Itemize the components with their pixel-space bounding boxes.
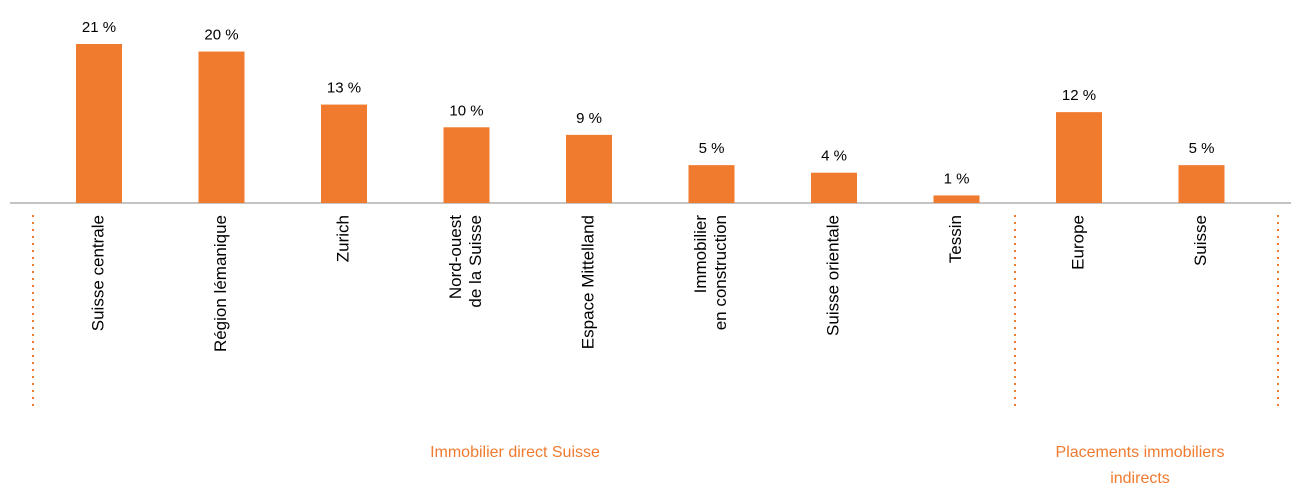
category-label: Europe [1068,215,1087,270]
value-label: 12 % [1062,87,1096,104]
category-label: Espace Mittelland [578,215,597,349]
group-label: Placements immobiliers [1056,444,1225,461]
value-label: 5 % [699,140,725,157]
bar [321,104,367,203]
bar [566,134,612,203]
bar [76,44,122,203]
group-label: indirects [1110,470,1170,487]
category-label: de la Suisse [466,215,485,308]
bar [443,127,490,203]
category-label: Tessin [946,215,965,263]
value-label: 10 % [449,102,483,119]
value-label: 1 % [944,170,970,187]
category-label: Suisse orientale [823,215,842,336]
value-label: 21 % [82,19,116,36]
bar [933,195,980,203]
category-label: Immobilier [691,215,710,294]
bar [811,172,857,203]
category-label: Suisse [1191,215,1210,266]
bar [688,165,735,203]
category-label: Région lémanique [211,215,230,352]
value-label: 20 % [204,27,238,44]
value-label: 9 % [576,110,602,127]
bar [1056,112,1102,203]
value-label: 5 % [1189,140,1215,157]
group-separators [32,215,1279,410]
value-label: 13 % [327,80,361,97]
bar [198,51,245,204]
category-label: Zurich [333,215,352,262]
group-label: Immobilier direct Suisse [430,444,600,461]
value-label: 4 % [821,148,847,165]
category-label: en construction [711,215,730,330]
category-label: Nord-ouest [446,215,465,299]
category-label: Suisse centrale [88,215,107,331]
bar [1178,165,1225,203]
